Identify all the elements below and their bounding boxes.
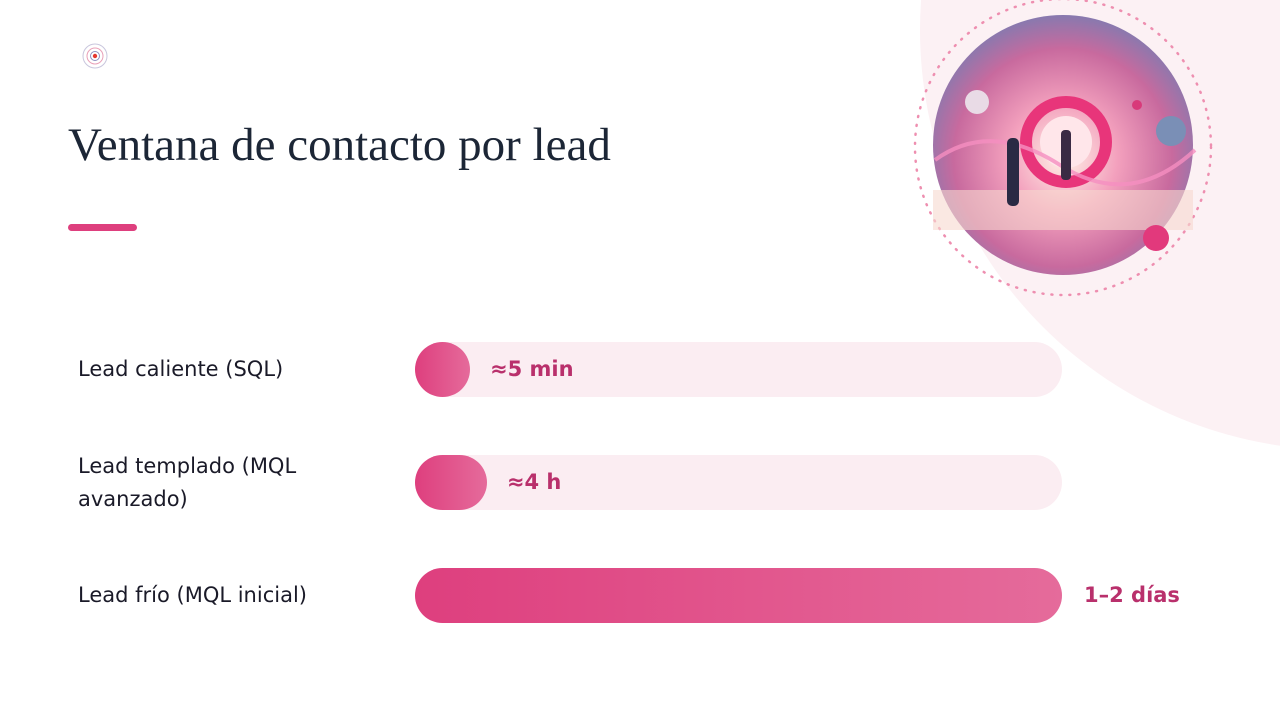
bar-track (415, 455, 1062, 510)
person (1007, 138, 1019, 206)
sphere (1132, 100, 1142, 110)
bar-track (415, 342, 1062, 397)
portal (1020, 96, 1112, 188)
category-label: Lead caliente (SQL) (78, 357, 284, 381)
bar (415, 455, 487, 510)
avatar (1156, 116, 1186, 146)
category-label: Lead frío (MQL inicial) (78, 583, 307, 607)
value-label: 1–2 días (1084, 583, 1180, 607)
value-label: ≈5 min (490, 357, 574, 381)
chart-title: Ventana de contacto por lead (68, 119, 611, 171)
person (1061, 130, 1071, 180)
illustration-floor (933, 190, 1193, 230)
bar (415, 342, 470, 397)
category-label: Lead templado (MQL avanzado) (78, 453, 297, 511)
title-underline (68, 224, 137, 231)
logo (82, 43, 108, 69)
accent-dot (1143, 225, 1169, 251)
dotted-ring (913, 0, 1213, 297)
bar (415, 568, 1062, 623)
sphere (965, 90, 989, 114)
value-label: ≈4 h (506, 470, 562, 494)
wave (933, 139, 1197, 187)
